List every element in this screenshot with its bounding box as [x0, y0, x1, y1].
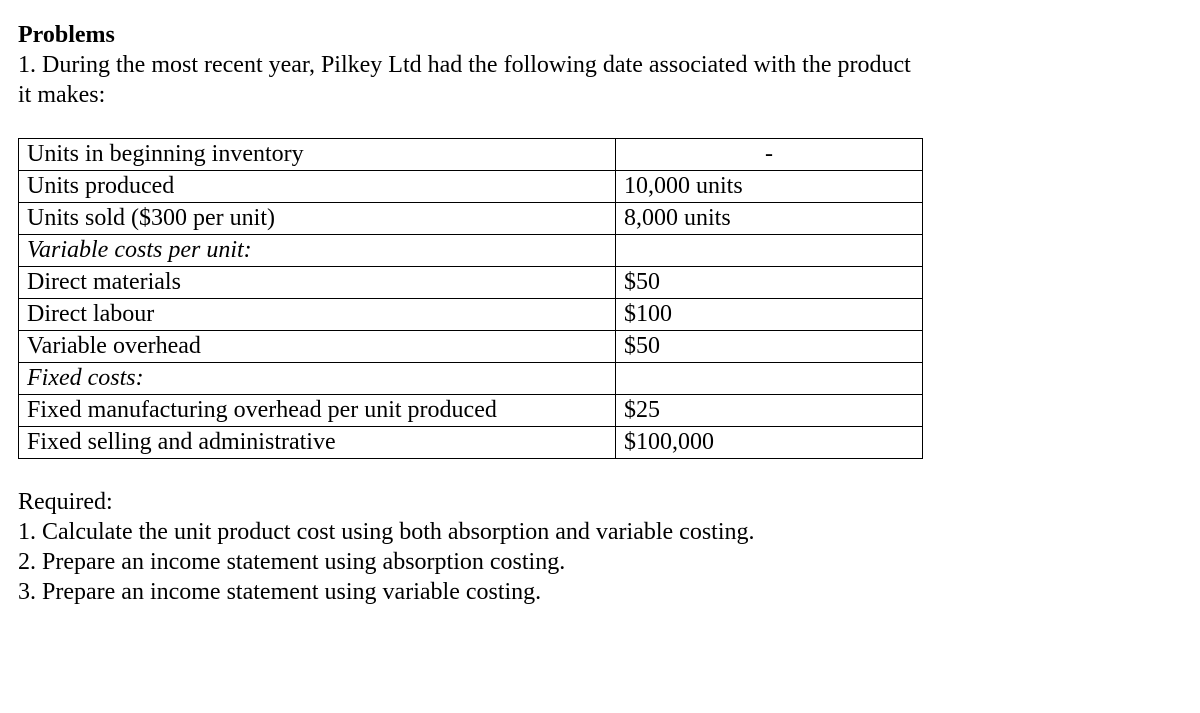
- table-row: Direct labour $100: [19, 299, 923, 331]
- table-row: Units sold ($300 per unit) 8,000 units: [19, 203, 923, 235]
- row-label: Variable overhead: [19, 331, 616, 363]
- row-value: 8,000 units: [616, 203, 923, 235]
- row-value: -: [616, 139, 923, 171]
- row-label: Units in beginning inventory: [19, 139, 616, 171]
- row-label: Units sold ($300 per unit): [19, 203, 616, 235]
- problem-intro: Problems 1. During the most recent year,…: [18, 20, 1182, 110]
- row-label: Fixed costs:: [19, 363, 616, 395]
- required-item: 1. Calculate the unit product cost using…: [18, 517, 1182, 547]
- row-value: $50: [616, 267, 923, 299]
- row-value: $100: [616, 299, 923, 331]
- table-row: Direct materials $50: [19, 267, 923, 299]
- row-value: 10,000 units: [616, 171, 923, 203]
- intro-line-1: 1. During the most recent year, Pilkey L…: [18, 50, 1182, 80]
- required-item: 3. Prepare an income statement using var…: [18, 577, 1182, 607]
- row-label: Variable costs per unit:: [19, 235, 616, 267]
- row-value: $25: [616, 395, 923, 427]
- table-row: Variable costs per unit:: [19, 235, 923, 267]
- row-value: $50: [616, 331, 923, 363]
- row-label: Fixed manufacturing overhead per unit pr…: [19, 395, 616, 427]
- intro-line-2: it makes:: [18, 80, 1182, 110]
- row-value: [616, 235, 923, 267]
- row-label: Direct materials: [19, 267, 616, 299]
- table-row: Fixed costs:: [19, 363, 923, 395]
- row-value: [616, 363, 923, 395]
- row-value: $100,000: [616, 427, 923, 459]
- data-table: Units in beginning inventory - Units pro…: [18, 138, 923, 459]
- required-block: Required: 1. Calculate the unit product …: [18, 487, 1182, 607]
- table-row: Units produced 10,000 units: [19, 171, 923, 203]
- row-label: Direct labour: [19, 299, 616, 331]
- row-label: Fixed selling and administrative: [19, 427, 616, 459]
- table-row: Fixed selling and administrative $100,00…: [19, 427, 923, 459]
- table-row: Fixed manufacturing overhead per unit pr…: [19, 395, 923, 427]
- row-label: Units produced: [19, 171, 616, 203]
- table-row: Units in beginning inventory -: [19, 139, 923, 171]
- required-heading: Required:: [18, 487, 1182, 517]
- required-item: 2. Prepare an income statement using abs…: [18, 547, 1182, 577]
- problems-heading: Problems: [18, 20, 1182, 50]
- table-row: Variable overhead $50: [19, 331, 923, 363]
